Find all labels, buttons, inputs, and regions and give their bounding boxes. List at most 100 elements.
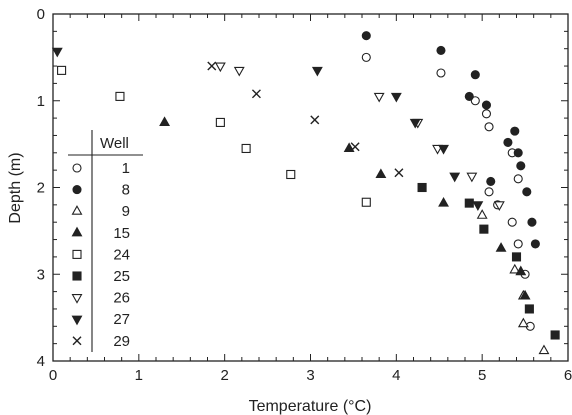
data-point (311, 66, 323, 77)
x-tick-label: 2 (220, 367, 228, 384)
data-point (361, 31, 371, 41)
series-well-27 (51, 47, 484, 211)
data-point (57, 65, 67, 75)
x-tick-label: 1 (135, 367, 143, 384)
data-point (495, 242, 507, 252)
data-point (530, 239, 540, 249)
plot-frame (52, 13, 569, 362)
y-tick-label: 2 (37, 180, 45, 197)
data-point (538, 344, 550, 355)
series-well-15 (159, 116, 531, 300)
y-tick-label: 3 (37, 266, 45, 283)
data-point (513, 239, 523, 249)
legend: Well 1 8 9 15 24 25 26 27 29 (68, 130, 143, 352)
legend-marker (71, 294, 83, 304)
data-point (286, 169, 296, 180)
axes: 0 1 2 3 4 5 6 0 1 2 3 4 (37, 6, 572, 384)
data-point (215, 117, 225, 127)
data-point (481, 100, 492, 110)
data-point (481, 109, 492, 119)
data-point (511, 252, 522, 262)
legend-entry-label: 24 (113, 246, 130, 263)
data-point (519, 289, 531, 300)
data-point (241, 143, 251, 154)
data-point (466, 172, 478, 183)
data-point (361, 197, 371, 207)
series-well-8 (361, 31, 540, 249)
series-well-1 (361, 52, 535, 331)
data-point (476, 209, 488, 219)
x-tick-label: 6 (564, 367, 572, 384)
data-point (207, 61, 217, 71)
data-point (493, 201, 505, 211)
data-point (394, 168, 404, 178)
data-point (470, 96, 480, 106)
data-point (159, 116, 171, 126)
legend-marker (71, 315, 83, 326)
legend-entry-label: 27 (113, 311, 130, 328)
data-point (486, 176, 496, 186)
data-point (436, 45, 446, 55)
data-point (438, 196, 449, 207)
legend-marker (71, 226, 83, 237)
data-point (470, 70, 480, 80)
legend-entry-label: 1 (122, 160, 130, 177)
data-point (375, 168, 387, 179)
legend-marker (71, 205, 83, 215)
data-point (449, 172, 461, 183)
data-point (310, 115, 320, 125)
legend-entry-label: 9 (122, 203, 130, 220)
series-well-29 (207, 61, 404, 178)
data-point (464, 198, 474, 208)
legend-entry-label: 26 (113, 290, 130, 307)
legend-marker (72, 271, 82, 281)
legend-marker (72, 336, 82, 346)
data-point (507, 217, 517, 227)
data-point (509, 263, 521, 274)
data-point (438, 144, 449, 155)
data-point (516, 161, 526, 171)
data-point (479, 224, 489, 234)
y-tick-label: 0 (37, 6, 45, 23)
data-point (233, 66, 245, 77)
data-point (350, 142, 360, 152)
legend-marker (72, 249, 82, 259)
data-point (513, 174, 523, 184)
legend-title: Well (100, 135, 129, 152)
legend-marker (72, 185, 82, 195)
data-point (464, 91, 474, 101)
data-point (472, 201, 484, 211)
legend-entry-label: 15 (113, 225, 130, 242)
plot-area (51, 31, 560, 355)
data-point (436, 68, 446, 78)
data-point (390, 92, 402, 103)
legend-marker (72, 163, 82, 173)
x-tick-label: 3 (306, 367, 314, 384)
x-axis-title: Temperature (°C) (249, 398, 372, 415)
legend-entry-label: 29 (113, 333, 130, 350)
data-point (343, 142, 355, 153)
data-point (513, 148, 523, 158)
series-well-25 (417, 182, 560, 340)
series-well-24 (57, 65, 371, 207)
data-point (214, 62, 226, 73)
data-point (517, 317, 529, 328)
x-tick-label: 5 (478, 367, 486, 384)
data-point (409, 118, 421, 129)
data-point (361, 52, 371, 62)
data-point (51, 47, 63, 58)
data-point (251, 89, 261, 99)
data-point (527, 217, 537, 227)
legend-entry-label: 25 (113, 268, 130, 285)
data-point (484, 187, 494, 197)
x-tick-label: 4 (392, 367, 400, 384)
y-tick-label: 1 (37, 93, 45, 110)
data-point (510, 126, 520, 136)
legend-entry-label: 8 (122, 182, 130, 199)
data-point (524, 304, 534, 314)
data-point (522, 187, 532, 197)
series-well-26 (214, 62, 505, 211)
data-point (417, 182, 427, 193)
y-axis-title: Depth (m) (7, 152, 24, 223)
